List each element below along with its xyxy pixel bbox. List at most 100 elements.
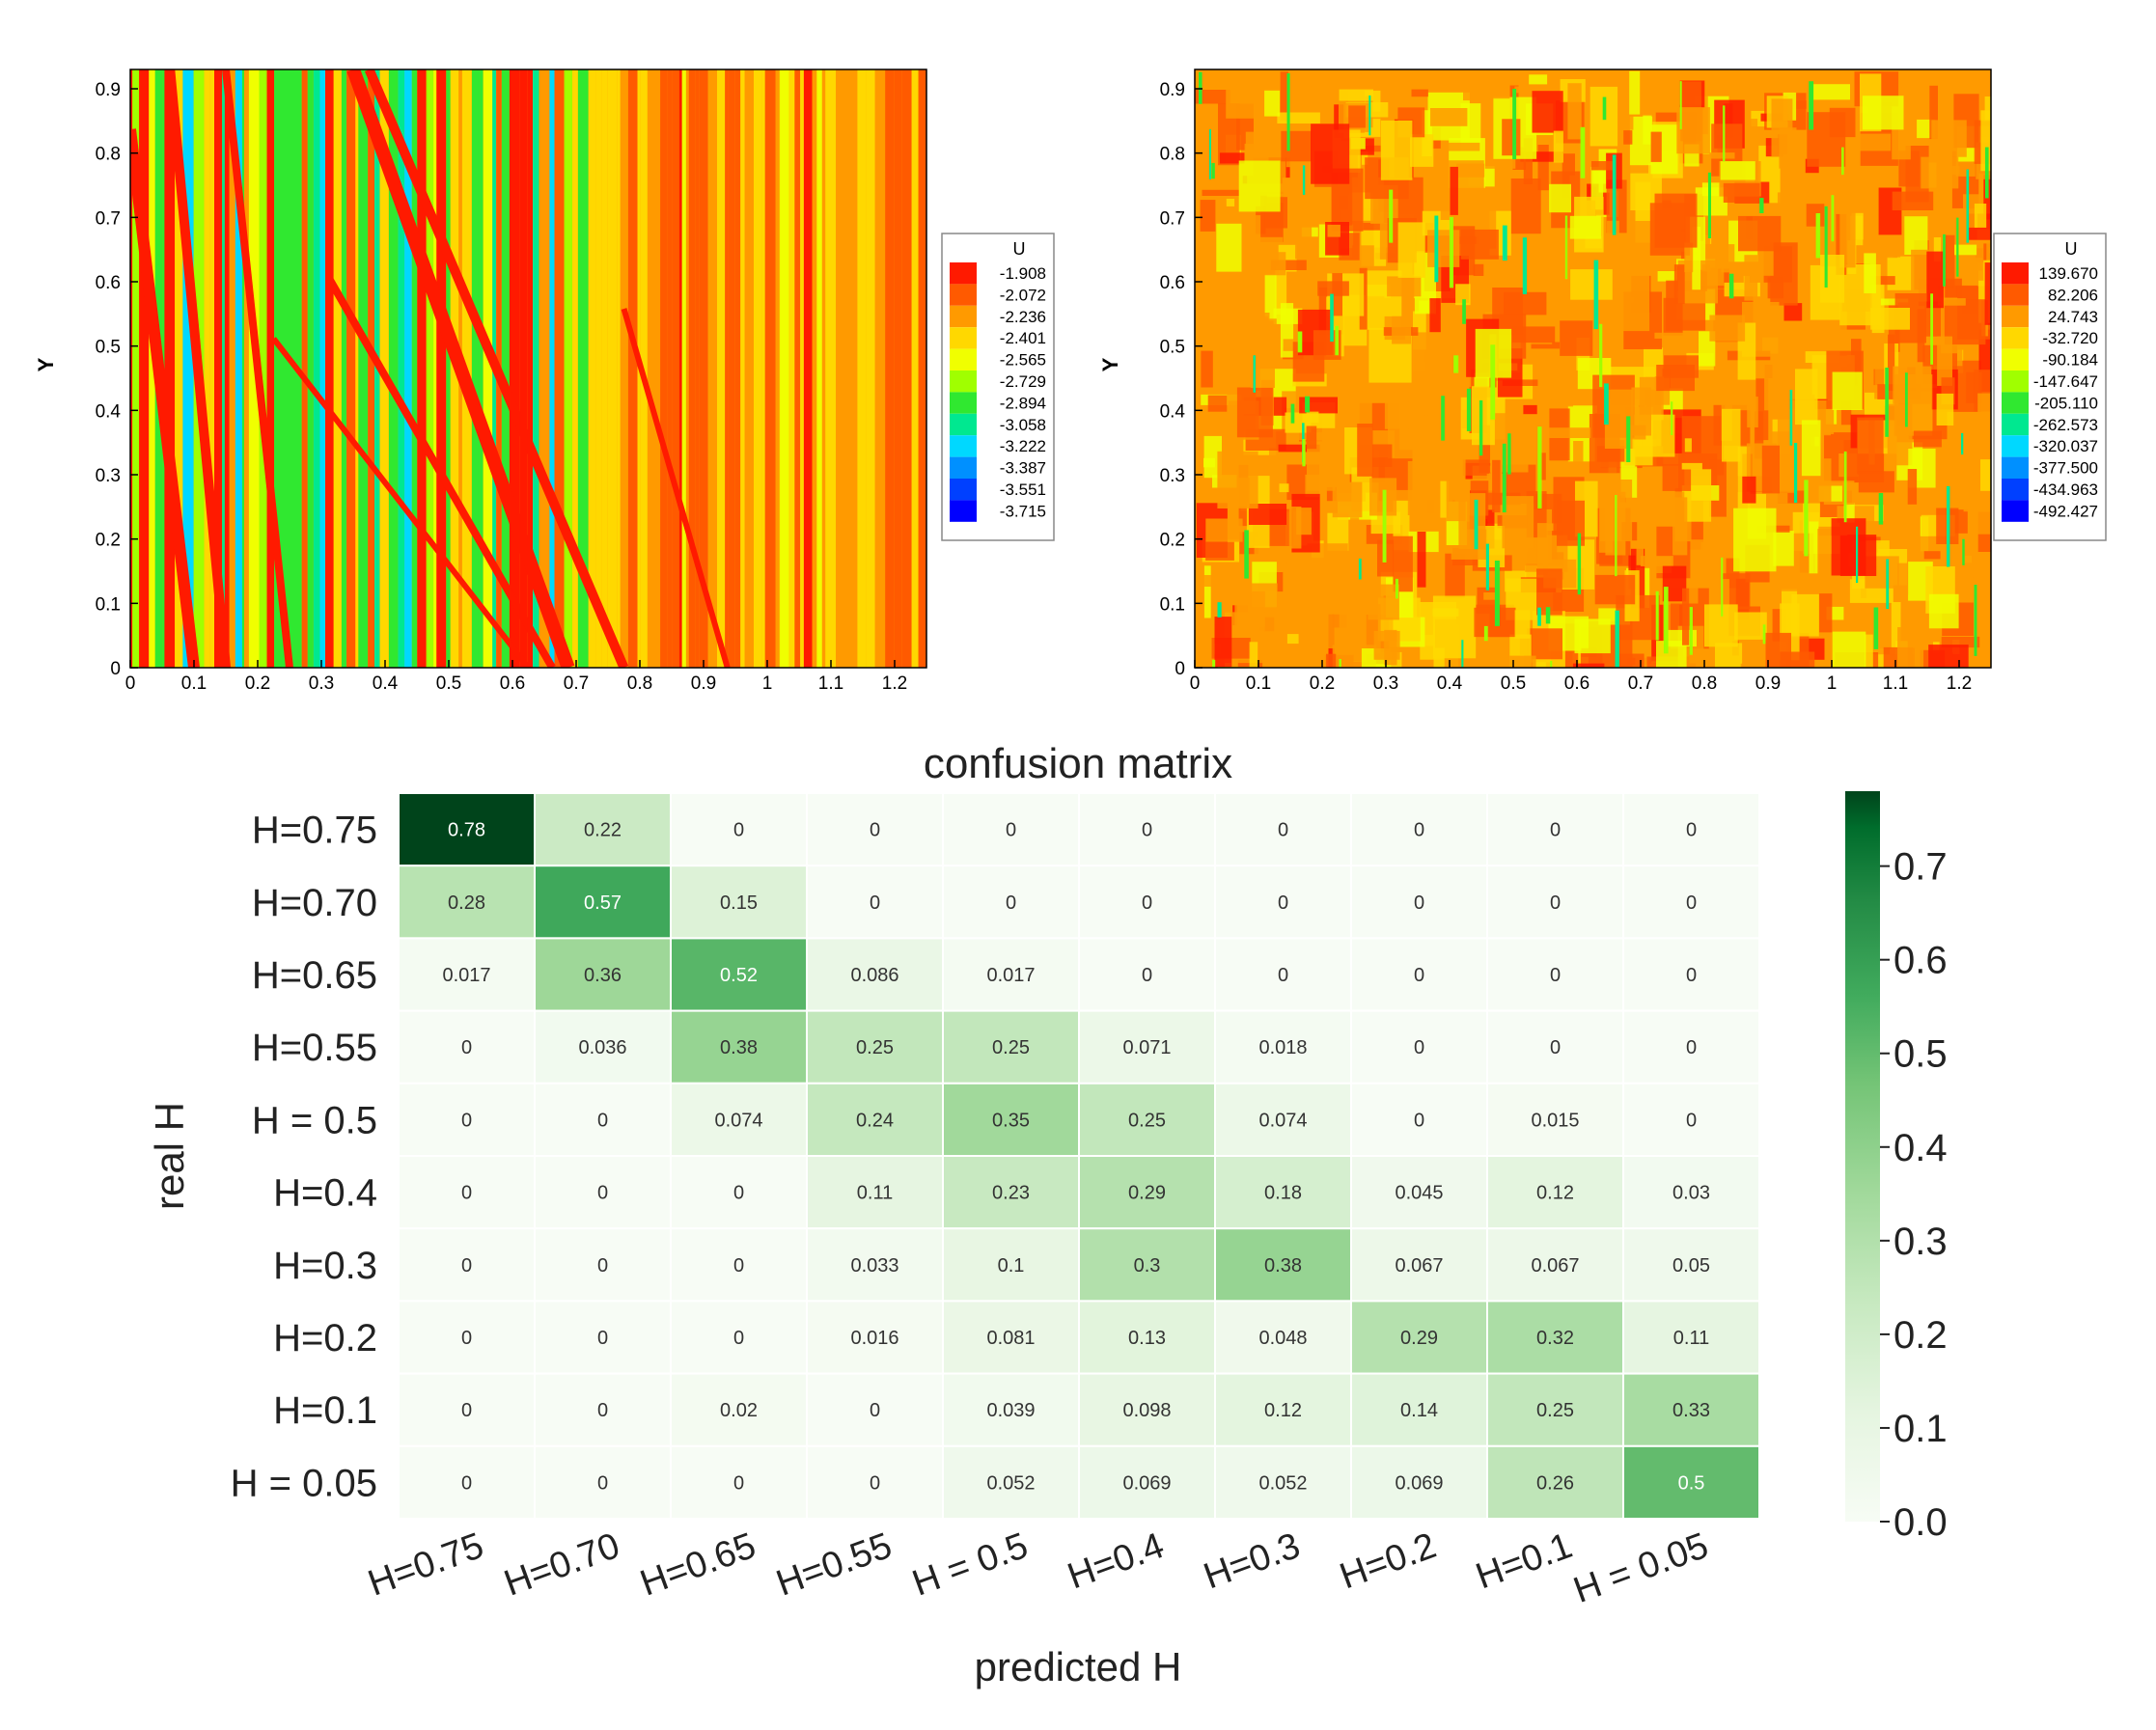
x-tick-label: 0.5 xyxy=(436,673,461,694)
y-tick-label: 0 xyxy=(110,659,121,679)
field-patch xyxy=(1650,664,1675,668)
field-streak xyxy=(149,69,155,668)
field-streak xyxy=(1974,585,1977,656)
legend-swatch xyxy=(950,435,977,457)
field-patch xyxy=(1202,575,1231,587)
field-streak xyxy=(1211,162,1215,179)
legend-level: -2.729 xyxy=(1000,372,1046,391)
field-patch xyxy=(1936,393,1954,426)
field-patch xyxy=(1897,563,1909,595)
column-label: H=0.4 xyxy=(1063,1525,1170,1598)
colorbar-tick-label: 0.3 xyxy=(1893,1221,1948,1263)
field-streak xyxy=(572,69,578,668)
field-patch xyxy=(1777,192,1808,226)
legend-level: -2.894 xyxy=(1000,394,1046,412)
field-patch xyxy=(1473,263,1484,276)
field-streak xyxy=(204,69,210,668)
field-streak xyxy=(1626,416,1631,462)
field-streak xyxy=(1615,610,1619,668)
field-streak xyxy=(667,69,673,668)
field-patch xyxy=(1339,593,1357,652)
field-patch xyxy=(1937,336,1952,386)
field-streak xyxy=(1831,195,1835,242)
cell-value-label: 0 xyxy=(1142,820,1152,841)
field-patch xyxy=(1864,253,1876,293)
field-streak xyxy=(740,69,745,668)
field-patch xyxy=(1472,386,1495,446)
field-streak xyxy=(1962,538,1965,565)
field-patch xyxy=(1538,453,1546,481)
field-streak xyxy=(918,69,926,668)
heatmap-cell xyxy=(534,1155,672,1230)
heatmap-cell xyxy=(1622,1300,1760,1375)
field-patch xyxy=(1520,151,1563,162)
field-streak xyxy=(1483,625,1488,642)
legend-title: U xyxy=(1013,239,1026,259)
field-streak xyxy=(564,69,573,668)
cell-value-label: 0.045 xyxy=(1395,1183,1443,1204)
field-streak xyxy=(388,69,399,668)
field-patch xyxy=(1311,124,1350,184)
field-patch xyxy=(1277,112,1320,124)
field-patch xyxy=(1984,262,1991,325)
legend-level: -2.072 xyxy=(1000,286,1046,304)
field-patch xyxy=(1862,96,1904,130)
x-tick-label: 0.9 xyxy=(1755,673,1781,694)
field-streak xyxy=(911,69,919,668)
column-labels: H=0.75 H=0.70 H=0.65 H=0.55 H = 0.5 H=0.4 H=0.… xyxy=(363,1525,1714,1611)
field-streak xyxy=(894,69,902,668)
x-tick-label: 0.9 xyxy=(691,673,716,694)
field-patch xyxy=(1502,496,1534,549)
x-tick-label: 0.7 xyxy=(1628,673,1653,694)
field-streak xyxy=(1794,443,1798,504)
field-patch xyxy=(1463,77,1490,101)
field-patch xyxy=(1509,655,1536,668)
field-streak xyxy=(734,69,741,668)
heatmap-cell xyxy=(398,937,536,1012)
field-patch xyxy=(1832,631,1866,668)
heatmap-cell xyxy=(1350,1082,1488,1158)
heatmap-cell xyxy=(1214,1082,1352,1158)
field-streak xyxy=(1943,233,1946,287)
field-patch xyxy=(1656,365,1695,392)
field-patch xyxy=(1617,272,1650,332)
heatmap-cell xyxy=(1078,1300,1216,1375)
field-patch xyxy=(1326,653,1337,668)
field-patch xyxy=(1591,161,1614,171)
cell-value-label: 0.067 xyxy=(1395,1255,1443,1277)
field-patch xyxy=(1479,425,1490,474)
x-tick-label: 0.4 xyxy=(1437,673,1463,694)
field-streak xyxy=(130,69,133,668)
field-band xyxy=(165,69,231,668)
colorbar-tick-label: 0.2 xyxy=(1893,1314,1948,1357)
cell-value-label: 0.35 xyxy=(992,1110,1030,1131)
field-patch xyxy=(1817,529,1832,574)
field-patch xyxy=(1306,426,1317,450)
y-tick-label: 0.4 xyxy=(96,401,122,422)
y-tick-label: 0.1 xyxy=(1160,594,1185,615)
field-streak xyxy=(554,69,565,668)
field-patch xyxy=(1207,371,1230,395)
field-streak xyxy=(1305,396,1311,413)
cell-value-label: 0 xyxy=(1278,965,1288,986)
heatmap-cell xyxy=(1486,792,1624,867)
field-streak xyxy=(821,69,826,668)
field-patch xyxy=(1783,303,1803,321)
field-patch xyxy=(1747,397,1758,427)
heatmap-cell xyxy=(942,937,1080,1012)
field-streak xyxy=(1453,355,1459,373)
field-patch xyxy=(1502,119,1521,156)
field-patch xyxy=(1327,224,1341,237)
field-streak xyxy=(471,69,481,668)
field-patch xyxy=(1764,364,1781,411)
y-tick-label: 0.9 xyxy=(96,80,121,100)
cell-value-label: 0.14 xyxy=(1400,1400,1438,1421)
field-patch xyxy=(1692,227,1701,290)
field-patch xyxy=(1929,85,1938,140)
field-patch xyxy=(1623,130,1633,145)
field-patch xyxy=(1279,483,1289,493)
heatmap-cell xyxy=(1622,1082,1760,1158)
field-patch xyxy=(1422,110,1432,156)
field-patch xyxy=(1270,260,1307,270)
heatmap-cell xyxy=(942,1444,1080,1521)
